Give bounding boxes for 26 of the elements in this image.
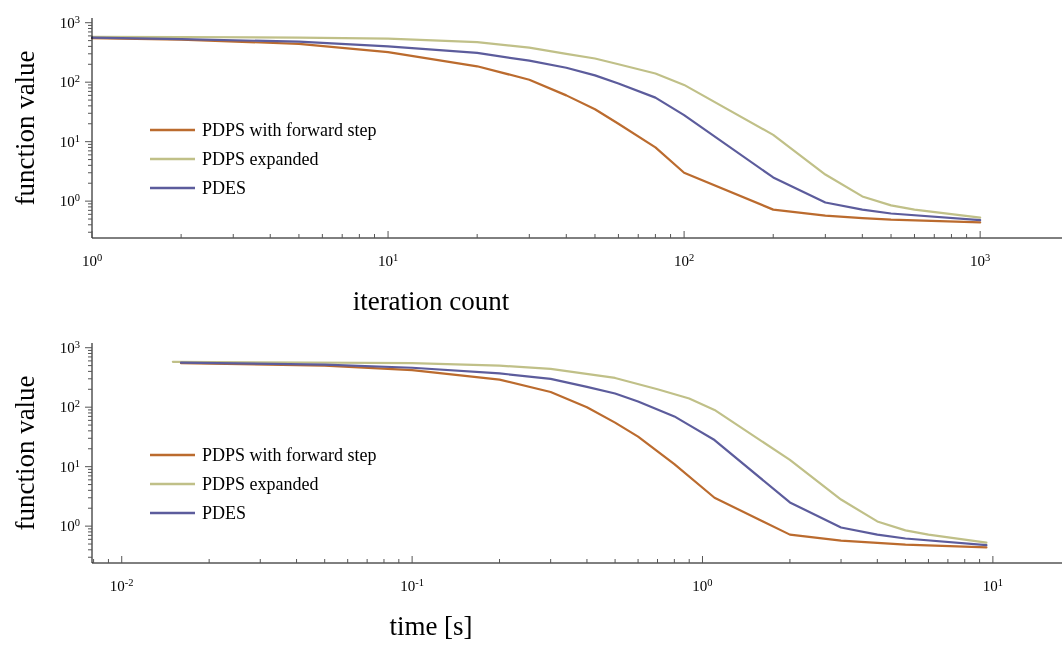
y-tick-label: 10$^{1}$ bbox=[59, 457, 80, 475]
x-tick-label: 10$^{0}$ bbox=[81, 251, 103, 269]
y-tick-label: 10$^{2}$ bbox=[59, 72, 80, 91]
y-tick-label: 10$^{3}$ bbox=[59, 338, 80, 356]
y-tick-label: 10$^{0}$ bbox=[59, 191, 80, 210]
legend-label: PDES bbox=[202, 503, 247, 523]
y-tick-label: 10$^{2}$ bbox=[59, 397, 80, 416]
x-axis-title: iteration count bbox=[352, 286, 510, 316]
x-tick-label: 10$^{0}$ bbox=[692, 576, 713, 594]
x-tick-label: 10$^{3}$ bbox=[970, 251, 991, 269]
legend-label: PDPS with forward step bbox=[202, 120, 377, 140]
legend-label: PDPS expanded bbox=[202, 474, 319, 494]
legend-label: PDES bbox=[202, 178, 247, 198]
x-tick-label: 10$^{-1}$ bbox=[400, 576, 424, 594]
y-axis-title: function value bbox=[10, 375, 40, 531]
y-axis-title: function value bbox=[10, 50, 40, 206]
x-tick-label: 10$^{1}$ bbox=[377, 251, 399, 269]
y-tick-label: 10$^{3}$ bbox=[59, 13, 80, 31]
x-axis-title: time [s] bbox=[389, 611, 473, 641]
legend-label: PDPS with forward step bbox=[202, 445, 377, 465]
x-tick-label: 10$^{1}$ bbox=[982, 576, 1003, 594]
x-tick-label: 10$^{-2}$ bbox=[109, 576, 134, 594]
y-tick-label: 10$^{0}$ bbox=[59, 516, 80, 535]
x-tick-label: 10$^{2}$ bbox=[673, 251, 695, 269]
legend-label: PDPS expanded bbox=[202, 149, 319, 169]
y-tick-label: 10$^{1}$ bbox=[59, 132, 80, 150]
